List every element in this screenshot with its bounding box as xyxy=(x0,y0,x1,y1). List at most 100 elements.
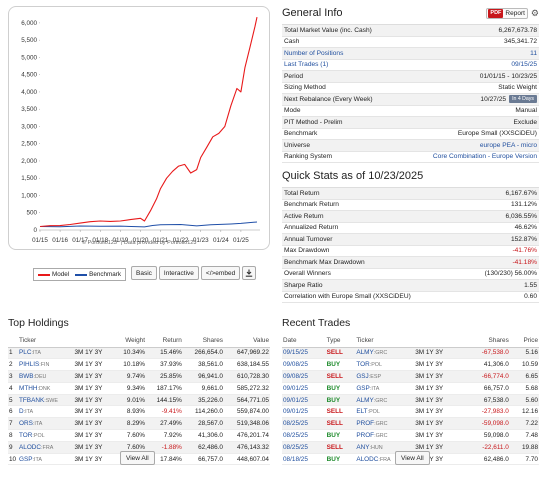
gear-icon[interactable]: ⚙ xyxy=(530,7,539,18)
period-links[interactable]: 3M 1Y 3Y xyxy=(414,417,463,431)
trade-row[interactable]: 08/25/25 BUY PROF:GRC 3M 1Y 3Y 59,098.0 7.48 xyxy=(282,429,539,442)
gi-value-cell[interactable]: Core Combination - Europe Version xyxy=(433,153,537,160)
trade-date[interactable]: 09/15/25 xyxy=(282,347,326,360)
period-links[interactable]: 3M 1Y 3Y xyxy=(414,382,463,395)
ticker-cell[interactable]: PROF:GRC xyxy=(355,417,415,431)
trade-row[interactable]: 09/08/25 BUY TOR:POL 3M 1Y 3Y 41,306.0 10.59 xyxy=(282,358,539,372)
trade-date[interactable]: 08/18/25 xyxy=(282,453,326,466)
period-links[interactable]: 3M 1Y 3Y xyxy=(414,394,463,407)
trade-date[interactable]: 09/01/25 xyxy=(282,394,326,407)
holding-row[interactable]: 4 MTHH:DNK 3M 1Y 3Y 9.34% 187.17% 9,661.0 585,… xyxy=(8,382,270,395)
holding-row[interactable]: 9 ALODC:FRA 3M 1Y 3Y 7.60% -1.88% 62,486.0 476… xyxy=(8,441,270,454)
gi-value-cell[interactable]: europe PEA - micro xyxy=(480,142,537,149)
trade-row[interactable]: 09/15/25 SELL ALMY:GRC 3M 1Y 3Y -67,538.0 5.1… xyxy=(282,347,539,360)
col-ticker[interactable]: Ticker xyxy=(18,335,74,348)
trade-row[interactable]: 09/01/25 SELL ELT:POL 3M 1Y 3Y -27,983.0 12.1… xyxy=(282,405,539,419)
trade-date[interactable]: 08/25/25 xyxy=(282,429,326,442)
period-links[interactable]: 3M 1Y 3Y xyxy=(414,429,463,442)
ticker-link[interactable]: GSP xyxy=(19,455,33,463)
period-links[interactable]: 3M 1Y 3Y xyxy=(73,370,114,383)
holding-row[interactable]: 7 ORS:ITA 3M 1Y 3Y 8.29% 27.49% 28,567.0 519,3… xyxy=(8,417,270,431)
holding-row[interactable]: 2 PIHLIS:FIN 3M 1Y 3Y 10.18% 37.93% 38,561.0 6… xyxy=(8,358,270,372)
ticker-link[interactable]: ALODC xyxy=(19,443,42,451)
period-links[interactable]: 3M 1Y 3Y xyxy=(73,394,114,407)
ticker-link[interactable]: TOR xyxy=(19,431,33,439)
ticker-link[interactable]: ALODC xyxy=(356,455,379,463)
col-type[interactable]: Type xyxy=(325,335,356,348)
ticker-link[interactable]: MTHH xyxy=(19,384,38,392)
ticker-cell[interactable]: TFBANK:SWE xyxy=(18,394,74,407)
trade-row[interactable]: 09/01/25 BUY GSP:ITA 3M 1Y 3Y 66,757.0 5.68 xyxy=(282,382,539,395)
ticker-cell[interactable]: ALMY:GRC xyxy=(355,347,415,360)
ticker-cell[interactable]: ELT:POL xyxy=(355,405,415,419)
ticker-cell[interactable]: PROF:GRC xyxy=(355,429,415,442)
period-links[interactable]: 3M 1Y 3Y xyxy=(414,347,463,360)
period-links[interactable]: 3M 1Y 3Y xyxy=(73,358,114,372)
period-links[interactable]: 3M 1Y 3Y xyxy=(414,358,463,372)
holding-row[interactable]: 8 TOR:POL 3M 1Y 3Y 7.60% 7.92% 41,306.0 476,20… xyxy=(8,429,270,442)
gi-value-cell[interactable]: 09/15/25 xyxy=(511,61,537,68)
ticker-link[interactable]: BWB xyxy=(19,372,34,380)
trade-date[interactable]: 09/01/25 xyxy=(282,405,326,419)
col-date[interactable]: Date xyxy=(282,335,326,348)
legend-item[interactable]: Model xyxy=(38,271,69,278)
gi-value[interactable]: 09/15/25 xyxy=(511,61,537,69)
interactive-chart-button[interactable]: Interactive xyxy=(158,266,199,280)
ticker-link[interactable]: GSP xyxy=(356,384,370,392)
trade-date[interactable]: 09/08/25 xyxy=(282,358,326,372)
trade-row[interactable]: 08/25/25 SELL ANY:HUN 3M 1Y 3Y -22,611.0 19.8… xyxy=(282,441,539,454)
ticker-cell[interactable]: ORS:ITA xyxy=(18,417,74,431)
performance-chart[interactable]: 0 500 1,000 1,500 2,000 2,500 3,000 3,500 4,000 4… xyxy=(8,6,270,250)
period-links[interactable]: 3M 1Y 3Y xyxy=(73,441,114,454)
period-links[interactable]: 3M 1Y 3Y xyxy=(414,370,463,383)
trade-date[interactable]: 08/25/25 xyxy=(282,417,326,431)
trade-row[interactable]: 09/01/25 BUY ALMY:GRC 3M 1Y 3Y 67,538.0 5.60 xyxy=(282,394,539,407)
ticker-link[interactable]: D xyxy=(19,408,24,416)
ticker-link[interactable]: ALMY xyxy=(356,349,374,357)
ticker-link[interactable]: PROF xyxy=(356,420,375,428)
holding-row[interactable]: 5 TFBANK:SWE 3M 1Y 3Y 9.01% 144.15% 35,226.0 5… xyxy=(8,394,270,407)
gi-value-cell[interactable]: 11 xyxy=(530,50,537,57)
trades-view-all-button[interactable]: View All xyxy=(395,451,430,465)
download-icon[interactable] xyxy=(242,266,257,280)
holding-row[interactable]: 3 BWB:DEU 3M 1Y 3Y 9.74% 25.85% 96,941.0 610,7… xyxy=(8,370,270,383)
col-trade-ticker[interactable]: Ticker xyxy=(355,335,415,348)
col-shares[interactable]: Shares xyxy=(182,335,224,348)
trade-row[interactable]: 09/08/25 SELL GSJ:ESP 3M 1Y 3Y -66,774.0 6.65 xyxy=(282,370,539,383)
ticker-cell[interactable]: D:ITA xyxy=(18,405,74,419)
ticker-link[interactable]: ALMY xyxy=(356,396,374,404)
period-links[interactable]: 3M 1Y 3Y xyxy=(73,453,114,466)
ticker-cell[interactable]: GSP:ITA xyxy=(18,453,74,466)
period-links[interactable]: 3M 1Y 3Y xyxy=(414,405,463,419)
col-return[interactable]: Return xyxy=(145,335,183,348)
period-links[interactable]: 3M 1Y 3Y xyxy=(73,417,114,431)
period-links[interactable]: 3M 1Y 3Y xyxy=(73,405,114,419)
trade-date[interactable]: 08/25/25 xyxy=(282,441,326,454)
ticker-cell[interactable]: BWB:DEU xyxy=(18,370,74,383)
ticker-link[interactable]: ELT xyxy=(356,408,368,416)
col-value[interactable]: Value xyxy=(223,335,270,348)
holdings-view-all-button[interactable]: View All xyxy=(120,451,155,465)
holding-row[interactable]: 6 D:ITA 3M 1Y 3Y 8.93% -9.41% 114,260.0 559,87… xyxy=(8,405,270,419)
holding-row[interactable]: 1 PLC:ITA 3M 1Y 3Y 10.34% 15.46% 266,654.0 647… xyxy=(8,347,270,360)
period-links[interactable]: 3M 1Y 3Y xyxy=(73,382,114,395)
ticker-cell[interactable]: GSP:ITA xyxy=(355,382,415,395)
ticker-cell[interactable]: TOR:POL xyxy=(18,429,74,442)
ticker-link[interactable]: PLC xyxy=(19,349,32,357)
report-button[interactable]: PDF Report xyxy=(486,7,528,19)
ticker-link[interactable]: ORS xyxy=(19,420,33,428)
ticker-link[interactable]: PROF xyxy=(356,431,375,439)
model-series-line[interactable] xyxy=(39,16,258,228)
ticker-link[interactable]: TOR xyxy=(356,361,370,369)
ticker-cell[interactable]: ALODC:FRA xyxy=(18,441,74,454)
ticker-cell[interactable]: ALMY:GRC xyxy=(355,394,415,407)
gi-value[interactable]: Core Combination - Europe Version xyxy=(432,153,537,161)
col-weight[interactable]: Weight xyxy=(113,335,146,348)
ticker-cell[interactable]: ANY:HUN xyxy=(355,441,415,454)
legend-item[interactable]: Benchmark xyxy=(75,271,121,278)
ticker-link[interactable]: ANY xyxy=(356,443,370,451)
col-price[interactable]: Price xyxy=(509,335,539,348)
basic-chart-button[interactable]: Basic xyxy=(131,266,157,280)
ticker-link[interactable]: GSJ xyxy=(356,372,369,380)
